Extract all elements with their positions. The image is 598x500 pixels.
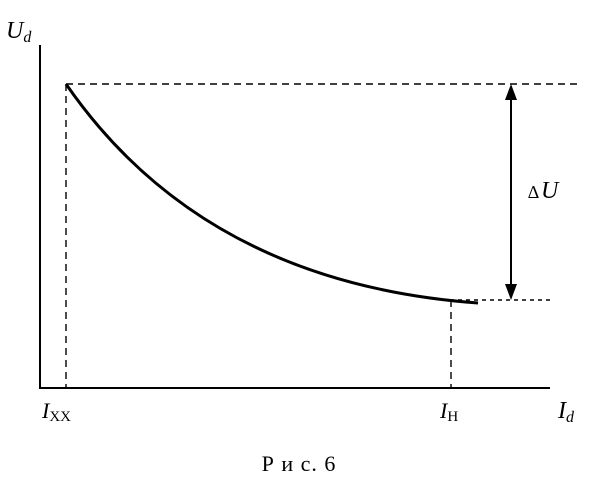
- ixx-label: IXX: [41, 398, 71, 425]
- voltage-curve: [66, 84, 478, 303]
- delta-u-arrow-up: [505, 84, 517, 100]
- in-label: IН: [439, 398, 458, 425]
- x-axis-label: Id: [557, 398, 575, 426]
- y-axis-label: Ud: [6, 18, 32, 46]
- figure-caption: Р и с. 6: [0, 451, 598, 477]
- delta-u-arrow-down: [505, 284, 517, 300]
- delta-u-label: ∆U: [528, 178, 560, 204]
